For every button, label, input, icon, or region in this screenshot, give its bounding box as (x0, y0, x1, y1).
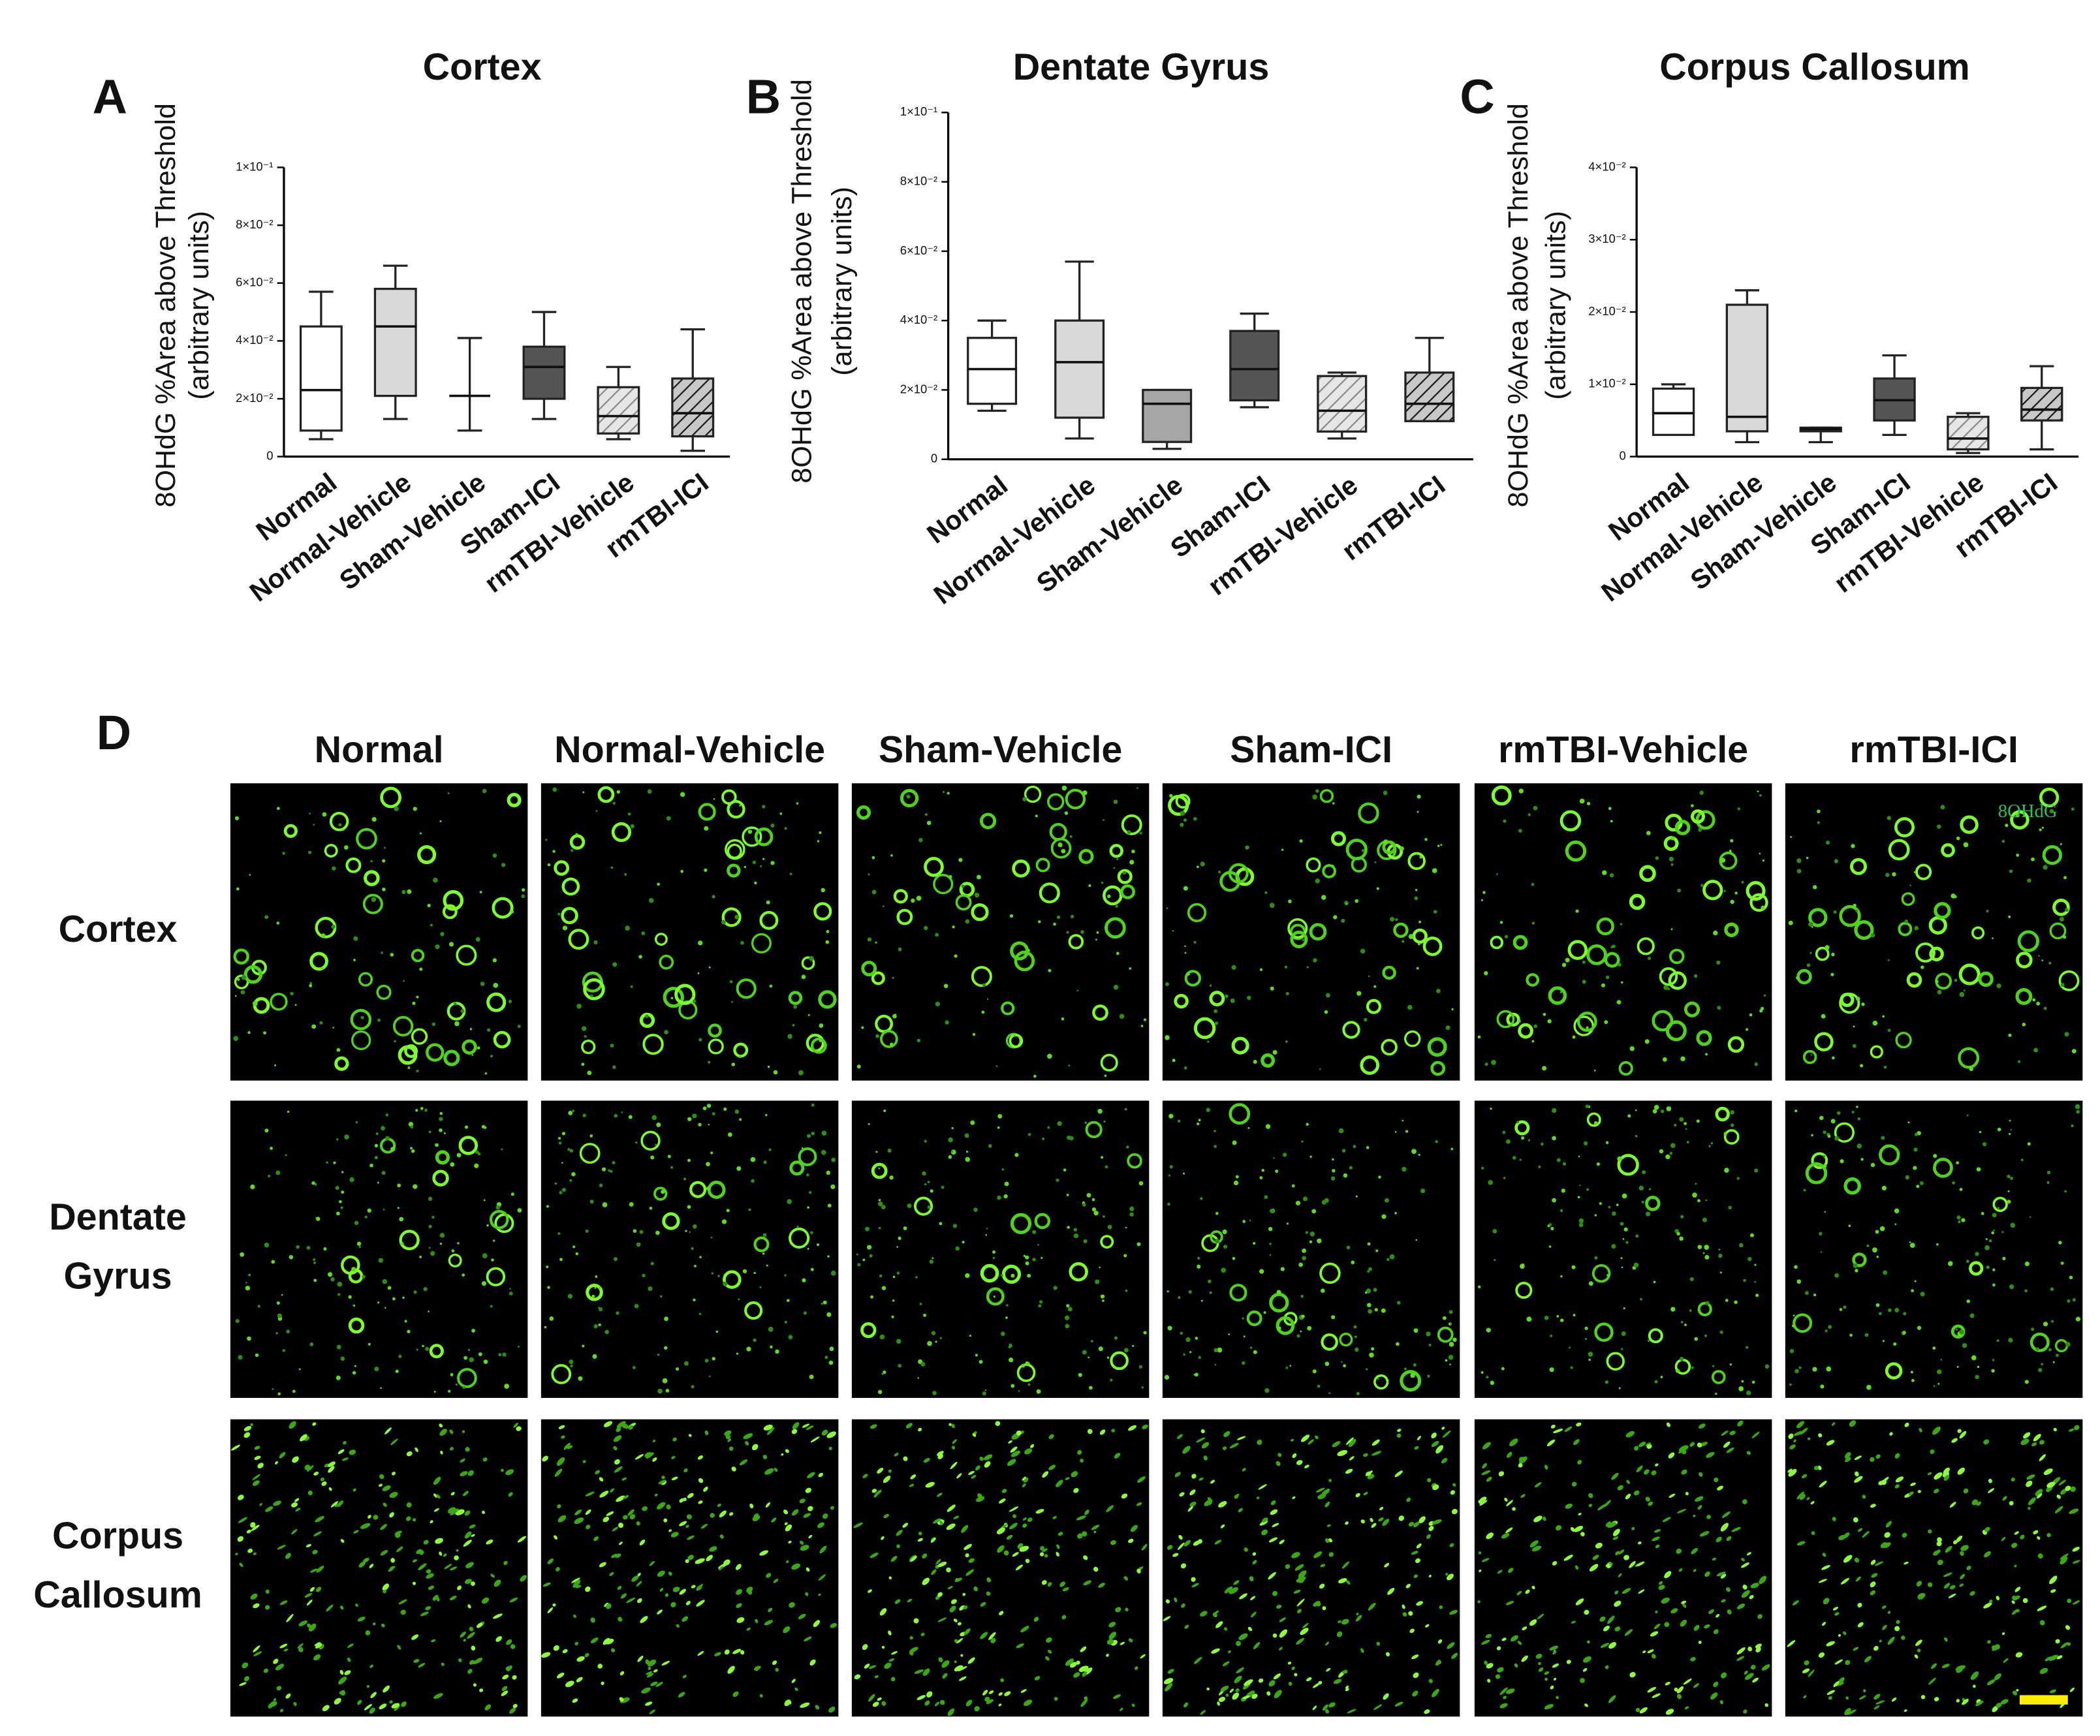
image-background (1785, 1100, 2083, 1398)
micrograph (541, 1419, 839, 1717)
panel-letter: A (93, 69, 127, 123)
panel-letter: D (97, 705, 131, 760)
box (299, 325, 343, 432)
y-tick-label: 4×10⁻² (236, 333, 273, 347)
chart-title: Corpus Callosum (1659, 46, 1970, 88)
panel-letter: C (1460, 69, 1494, 123)
row-header: Callosum (33, 1574, 202, 1616)
y-tick-label: 6×10⁻² (236, 275, 273, 289)
y-tick-label: 0 (1619, 449, 1625, 463)
y-tick-label: 1×10⁻¹ (900, 104, 937, 118)
panel-letter: B (746, 69, 781, 123)
micrograph (851, 783, 1150, 1081)
stain-label: 8OHdG (1998, 801, 2058, 822)
micrograph (230, 1100, 528, 1398)
y-tick-label: 2×10⁻² (900, 382, 937, 395)
chart-title: Dentate Gyrus (1013, 46, 1270, 88)
row-header: Corpus (52, 1515, 183, 1557)
image-background (1162, 1100, 1460, 1398)
row-header: Dentate (49, 1196, 187, 1238)
image-background (230, 1100, 528, 1398)
y-tick-label: 2×10⁻² (1588, 304, 1625, 318)
box (373, 287, 417, 397)
micrograph (541, 1100, 839, 1398)
box (1404, 371, 1455, 422)
row-header: Gyrus (64, 1256, 172, 1297)
micrograph (851, 1100, 1150, 1398)
y-tick-label: 8×10⁻² (900, 174, 937, 188)
box (597, 386, 640, 435)
column-header: rmTBI-ICI (1849, 729, 2018, 771)
image-background (541, 783, 839, 1081)
micrograph (1785, 1419, 2083, 1717)
micrograph (1474, 1100, 1772, 1398)
y-axis-label: (arbitrary units) (826, 187, 858, 376)
x-tick-label: Sham-Vehicle (1031, 470, 1188, 598)
y-axis-label: (arbitrary units) (183, 211, 215, 400)
micrograph (1162, 783, 1460, 1081)
box (1142, 388, 1193, 443)
box (1054, 319, 1105, 419)
image-background (541, 1100, 839, 1398)
micrograph (230, 1419, 528, 1717)
micrograph (1162, 1419, 1460, 1717)
x-tick-label: Normal-Vehicle (928, 470, 1101, 610)
micrograph (851, 1419, 1150, 1717)
column-header: Normal-Vehicle (554, 729, 825, 771)
column-header: Normal (315, 729, 444, 771)
y-tick-label: 1×10⁻¹ (236, 159, 273, 173)
y-tick-label: 0 (266, 449, 273, 463)
box (1725, 303, 1769, 433)
y-tick-label: 2×10⁻² (236, 391, 273, 405)
image-background (851, 1100, 1150, 1398)
box (967, 337, 1018, 405)
column-header: rmTBI-Vehicle (1498, 729, 1748, 771)
image-background (541, 1419, 839, 1717)
column-header: Sham-ICI (1230, 729, 1392, 771)
image-background (1785, 1419, 2083, 1717)
micrograph (541, 783, 839, 1081)
box (1317, 375, 1368, 433)
y-axis-label: 8OHdG %Area above Threshold (786, 79, 817, 483)
y-tick-label: 6×10⁻² (900, 243, 937, 257)
micrograph (1474, 1419, 1772, 1717)
micrograph (1162, 1100, 1460, 1398)
y-axis-label: (arbitrary units) (1540, 211, 1571, 400)
micrograph (1785, 1100, 2083, 1398)
y-tick-label: 4×10⁻² (900, 313, 937, 326)
scale-bar (2019, 1695, 2068, 1705)
x-tick-label: rmTBI-Vehicle (1202, 470, 1363, 601)
y-tick-label: 1×10⁻² (1588, 377, 1625, 390)
column-header: Sham-Vehicle (879, 729, 1123, 771)
image-background (1162, 1419, 1460, 1717)
y-axis-label: 8OHdG %Area above Threshold (1503, 103, 1534, 507)
row-header: Cortex (59, 908, 178, 950)
image-background (230, 783, 528, 1081)
chart-title: Cortex (423, 46, 542, 88)
micrograph (1474, 783, 1772, 1081)
box (522, 345, 566, 400)
image-background (1474, 1419, 1772, 1717)
y-tick-label: 8×10⁻² (236, 217, 273, 231)
box (2020, 386, 2063, 422)
y-tick-label: 0 (931, 452, 937, 465)
image-background (1474, 1100, 1772, 1398)
micrograph (230, 783, 528, 1081)
box (671, 377, 715, 438)
box (1652, 387, 1695, 437)
y-tick-label: 4×10⁻² (1588, 159, 1625, 173)
y-tick-label: 3×10⁻² (1588, 232, 1625, 245)
image-background (851, 783, 1150, 1081)
image-background (851, 1419, 1150, 1717)
image-background (1474, 783, 1772, 1081)
y-axis-label: 8OHdG %Area above Threshold (150, 103, 181, 507)
micrograph (1785, 783, 2083, 1081)
box (1947, 416, 1990, 451)
box (1229, 330, 1280, 402)
